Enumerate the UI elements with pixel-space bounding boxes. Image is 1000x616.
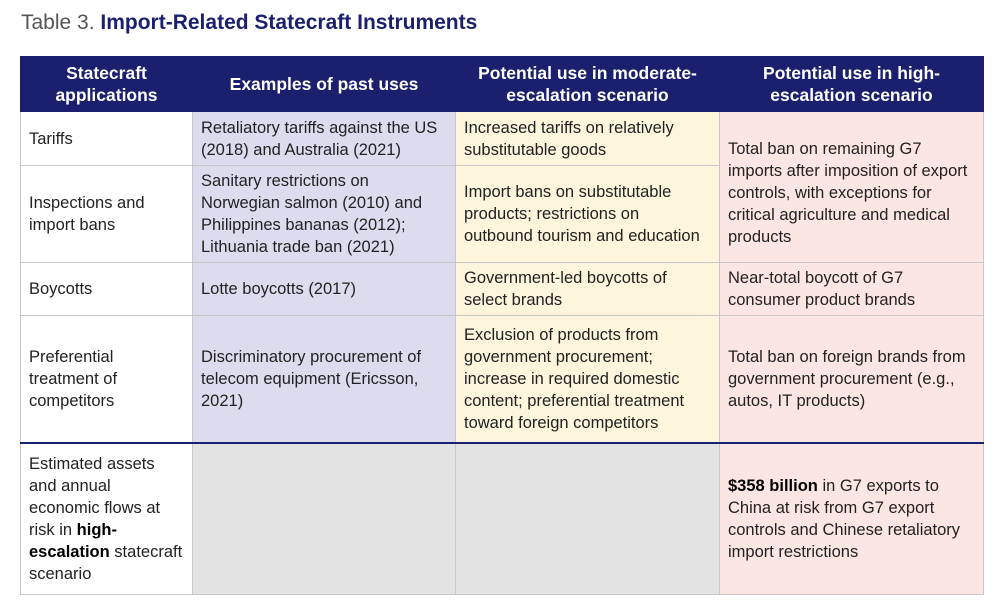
table-title: Table 3. Import-Related Statecraft Instr… — [21, 11, 477, 35]
high-cell-merged: Total ban on remaining G7 imports after … — [719, 111, 984, 263]
table-row: Preferential treatment of competitors Di… — [20, 315, 984, 444]
summary-text: in G7 exports to China at risk from G7 e… — [728, 477, 961, 561]
past-use-cell: Lotte boycotts (2017) — [192, 262, 456, 316]
row-label-inspections: Inspections and import bans — [20, 165, 193, 263]
high-cell: Near-total boycott of G7 consumer produc… — [719, 262, 984, 316]
summary-label-bold: high-escalation — [29, 521, 117, 561]
table-title-text: Import-Related Statecraft Instruments — [100, 11, 478, 34]
moderate-cell: Increased tariffs on relatively substitu… — [455, 111, 720, 166]
summary-label-post: statecraft scenario — [29, 543, 183, 583]
past-use-cell: Sanitary restrictions on Norwegian salmo… — [192, 165, 456, 263]
header-applications: Statecraft applications — [20, 56, 193, 112]
past-use-cell: Discriminatory procurement of telecom eq… — [192, 315, 456, 444]
past-use-cell: Retaliatory tariffs against the US (2018… — [192, 111, 456, 166]
summary-row: Estimated assets and annual economic flo… — [20, 442, 984, 595]
table-number: Table 3. — [21, 11, 101, 34]
summary-value: $358 billion in G7 exports to China at r… — [719, 442, 984, 595]
summary-label-pre: Estimated assets and annual economic flo… — [29, 455, 161, 539]
empty-cell — [192, 442, 456, 595]
high-cell: Total ban on foreign brands from governm… — [719, 315, 984, 444]
header-past-uses: Examples of past uses — [192, 56, 456, 112]
moderate-cell: Exclusion of products from government pr… — [455, 315, 720, 444]
table-row: Inspections and import bans Sanitary res… — [20, 165, 984, 263]
row-label-tariffs: Tariffs — [20, 111, 193, 166]
moderate-cell: Government-led boycotts of select brands — [455, 262, 720, 316]
moderate-cell: Import bans on substitutable products; r… — [455, 165, 720, 263]
row-label-preferential: Preferential treatment of competitors — [20, 315, 193, 444]
summary-amount: $358 billion — [728, 477, 818, 495]
header-high: Potential use in high-escalation scenari… — [719, 56, 984, 112]
table-row: Boycotts Lotte boycotts (2017) Governmen… — [20, 262, 984, 316]
summary-label: Estimated assets and annual economic flo… — [20, 442, 193, 595]
empty-cell — [455, 442, 720, 595]
table-row: Tariffs Retaliatory tariffs against the … — [20, 111, 984, 263]
header-moderate: Potential use in moderate-escalation sce… — [455, 56, 720, 112]
row-label-boycotts: Boycotts — [20, 262, 193, 316]
header-row: Statecraft applications Examples of past… — [20, 56, 984, 112]
statecraft-table: Statecraft applications Examples of past… — [20, 56, 984, 595]
